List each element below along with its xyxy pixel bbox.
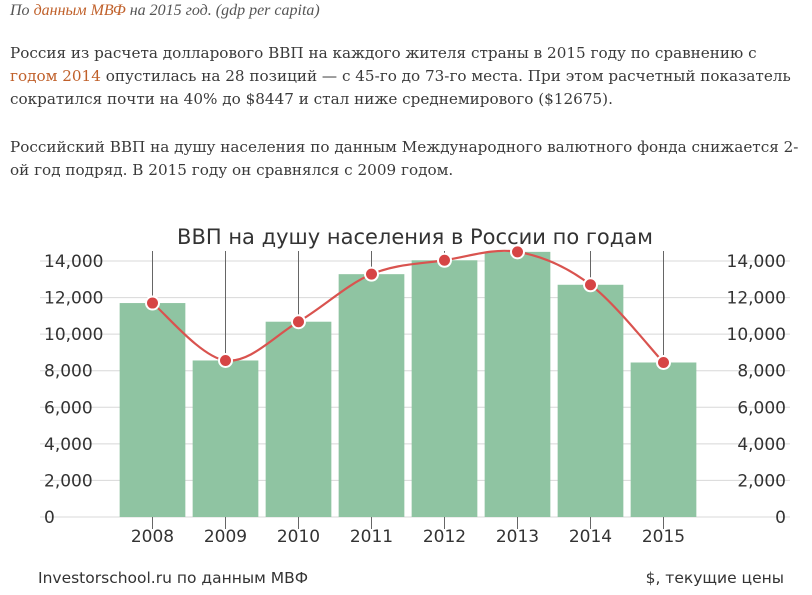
x-tick-label: 2013 — [496, 527, 539, 547]
y-tick-label-left: 10,000 — [44, 325, 103, 345]
x-tick-label: 2014 — [569, 527, 612, 547]
bar-2014 — [557, 284, 624, 517]
x-tick-label: 2015 — [642, 527, 685, 547]
bar-2011 — [338, 274, 405, 517]
y-tick-label-left: 4,000 — [44, 435, 93, 455]
y-tick-label-left: 8,000 — [44, 362, 93, 382]
y-tick-label-right: 0 — [775, 508, 786, 528]
paragraph-ranking-end: опустилась на 28 позиций — с 45-го до 73… — [10, 67, 791, 108]
bar-2010 — [265, 321, 332, 517]
y-tick-label-right: 4,000 — [737, 435, 786, 455]
imf-link[interactable]: данным МВФ — [33, 2, 126, 19]
year-2014-link[interactable]: годом 2014 — [10, 67, 101, 85]
y-tick-label-left: 14,000 — [44, 252, 103, 272]
point-2008 — [145, 295, 160, 311]
point-2009 — [218, 352, 233, 368]
source-suffix: на 2015 год. (gdp per capita) — [125, 2, 320, 19]
point-2012 — [437, 252, 452, 268]
x-tick-label: 2010 — [277, 527, 320, 547]
source-prefix: По — [10, 2, 34, 19]
bar-layer — [119, 251, 697, 517]
y-tick-label-right: 12,000 — [727, 289, 786, 309]
bar-2009 — [192, 360, 259, 517]
bar-2008 — [119, 303, 186, 517]
y-tick-label-left: 0 — [44, 508, 55, 528]
x-tick-label: 2008 — [131, 527, 174, 547]
point-2014 — [583, 277, 598, 293]
point-2015 — [656, 354, 671, 370]
y-tick-label-right: 10,000 — [727, 325, 786, 345]
x-axis: 2008 2009 2010 2011 2012 2013 2014 2015 — [131, 527, 685, 547]
y-tick-label-right: 8,000 — [737, 362, 786, 382]
y-axis-right: 0 2,000 4,000 6,000 8,000 10,000 12,000 14,000 — [727, 252, 786, 528]
bar-2015 — [630, 362, 697, 517]
x-tick-label: 2009 — [204, 527, 247, 547]
y-tick-label-right: 2,000 — [737, 471, 786, 491]
y-tick-label-right: 6,000 — [737, 398, 786, 418]
point-2013 — [510, 244, 525, 260]
y-tick-label-left: 12,000 — [44, 289, 103, 309]
y-axis-left: 0 2,000 4,000 6,000 8,000 10,000 12,000 14,000 — [44, 252, 103, 528]
paragraph-ranking-start: Россия из расчета долларового ВВП на каж… — [10, 44, 757, 62]
bar-2012 — [411, 260, 478, 517]
chart-title: ВВП на душу населения в России по годам — [177, 225, 653, 249]
point-layer — [145, 244, 671, 370]
footer-source: Investorschool.ru по данным МВФ — [38, 569, 308, 587]
x-tick-label: 2012 — [423, 527, 466, 547]
point-2011 — [364, 266, 379, 282]
paragraph-trend: Российский ВВП на душу населения по данн… — [10, 138, 799, 179]
y-tick-label-left: 6,000 — [44, 398, 93, 418]
x-tick-label: 2011 — [350, 527, 393, 547]
bar-2013 — [484, 251, 551, 517]
y-tick-label-right: 14,000 — [727, 252, 786, 272]
y-tick-label-left: 2,000 — [44, 471, 93, 491]
source-line: По данным МВФ на 2015 год. (gdp per capi… — [10, 0, 805, 22]
point-2010 — [291, 314, 306, 330]
gdp-per-capita-chart: ВВП на душу населения в России по годам … — [38, 225, 790, 587]
footer-units: $, текущие цены — [646, 569, 784, 587]
paragraph-ranking: Россия из расчета долларового ВВП на каж… — [10, 42, 805, 111]
